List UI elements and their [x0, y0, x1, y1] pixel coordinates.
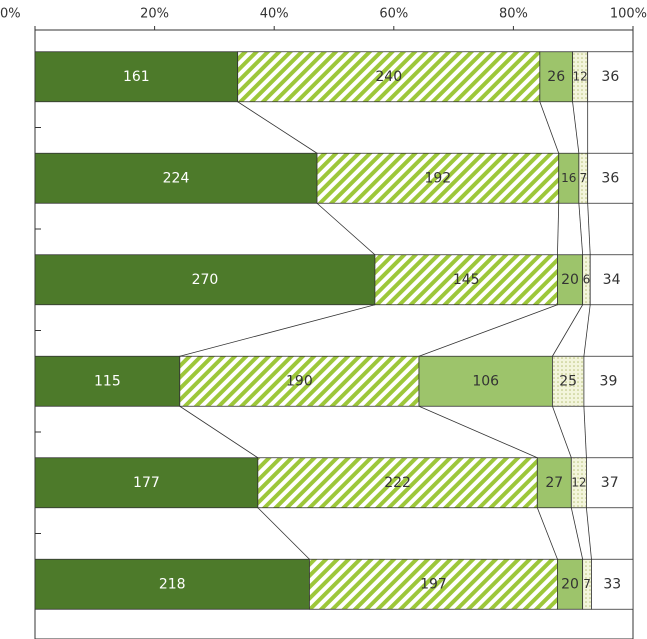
data-label: 161: [123, 69, 150, 85]
connector: [578, 203, 584, 255]
connector: [552, 304, 583, 357]
data-label: 224: [163, 170, 190, 186]
bar-segment: [179, 355, 420, 407]
connector: [583, 406, 587, 458]
bar-segment: [418, 355, 553, 407]
data-label: 36: [601, 69, 619, 85]
data-label: 34: [603, 272, 621, 288]
bar-segment: [589, 254, 634, 306]
data-label: 7: [583, 577, 591, 591]
bar-segment: [34, 51, 239, 103]
x-tick-label: 40%: [260, 7, 289, 22]
data-label: 12: [571, 475, 586, 489]
data-label: 197: [420, 576, 447, 592]
connector: [418, 405, 538, 459]
bar-segment: [34, 355, 181, 407]
x-tick-label: 20%: [140, 7, 169, 22]
bar-segment: [34, 152, 318, 204]
data-label: 145: [453, 272, 480, 288]
connector: [570, 507, 584, 560]
data-label: 16: [561, 171, 576, 185]
data-label: 218: [159, 576, 186, 592]
bar-segment: [536, 457, 572, 509]
connector: [586, 507, 592, 560]
bar-segment: [309, 558, 558, 610]
connector: [572, 101, 580, 154]
bar-segment: [591, 558, 634, 610]
data-label: 106: [472, 373, 499, 389]
bar-segment: [586, 457, 634, 509]
connector: [418, 304, 558, 357]
data-label: 33: [603, 576, 621, 592]
connector: [539, 101, 560, 154]
data-label: 240: [375, 69, 402, 85]
bar-segment: [316, 152, 560, 204]
plot-frame: [34, 29, 634, 639]
bar-segment: [34, 457, 259, 509]
data-label: 12: [572, 69, 587, 83]
data-label: 6: [583, 272, 591, 286]
data-label: 192: [424, 170, 451, 186]
connector: [179, 304, 376, 357]
data-label: 26: [547, 69, 565, 85]
data-label: 25: [559, 373, 577, 389]
data-label: 20: [561, 576, 579, 592]
data-label: 20: [561, 272, 579, 288]
connector: [316, 202, 376, 256]
bar-segment: [583, 355, 634, 407]
data-label: 115: [94, 373, 121, 389]
data-label: 190: [286, 373, 313, 389]
connector: [257, 507, 310, 560]
x-tick-label: 60%: [379, 7, 408, 22]
connector: [557, 203, 560, 255]
x-tick-label: 80%: [499, 7, 528, 22]
connector: [552, 406, 572, 458]
bar-segment: [557, 558, 584, 610]
bar-segment: [34, 558, 310, 610]
data-label: 270: [192, 272, 219, 288]
data-label: 177: [133, 475, 160, 491]
data-label: 37: [601, 475, 619, 491]
data-label: 27: [545, 475, 563, 491]
connector: [179, 405, 259, 459]
bar-segment: [587, 51, 634, 103]
data-label: 7: [579, 171, 587, 185]
x-tick-label: 100%: [610, 7, 647, 22]
connector: [536, 507, 558, 560]
connector: [583, 304, 591, 357]
data-label: 39: [600, 373, 618, 389]
data-label: 36: [601, 170, 619, 186]
connector: [237, 101, 318, 154]
connector: [587, 203, 591, 255]
bar-segment: [257, 457, 538, 509]
data-label: 222: [384, 475, 411, 491]
bar-segment: [374, 254, 558, 306]
bar-segment: [34, 254, 376, 306]
bar-segment: [552, 355, 585, 407]
x-tick-label: 0%: [0, 7, 21, 22]
bar-segment: [587, 152, 634, 204]
